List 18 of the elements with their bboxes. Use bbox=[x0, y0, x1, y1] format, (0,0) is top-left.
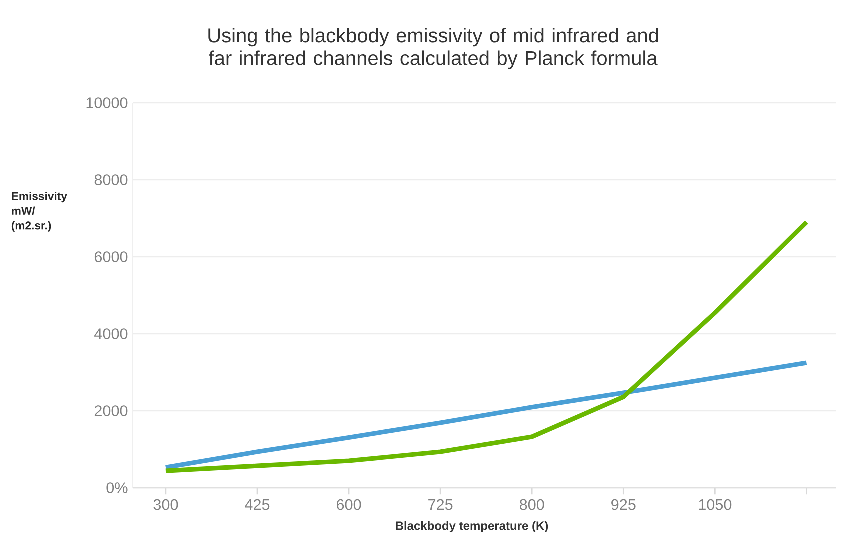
y-tick-label: 4000 bbox=[94, 328, 128, 340]
y-tick-label: 2000 bbox=[94, 406, 128, 416]
x-tick-label: 300 bbox=[154, 499, 178, 510]
x-tick-label: 1050 bbox=[699, 499, 732, 510]
x-tick-label: 800 bbox=[520, 499, 544, 510]
y-axis-title: Emissivity mW/ (m2.sr.) bbox=[12, 192, 68, 232]
chart-title: Using the blackbody emissivity of mid infrared and far infrared channels calculated by Planck formula bbox=[208, 28, 658, 70]
line-series bbox=[164, 220, 809, 474]
x-tick-label: 600 bbox=[337, 499, 362, 510]
x-tick-label: 925 bbox=[612, 499, 636, 510]
x-tick-label: 725 bbox=[428, 499, 453, 510]
y-tick-label: 6000 bbox=[94, 252, 128, 262]
y-tick-label: 0% bbox=[106, 482, 128, 494]
x-tick-label: 425 bbox=[245, 499, 270, 510]
x-axis-title: Blackbody temperature (K) bbox=[396, 521, 548, 533]
line-series bbox=[164, 360, 809, 470]
y-tick-label: 8000 bbox=[94, 174, 128, 186]
y-tick-label: 10000 bbox=[86, 98, 128, 108]
